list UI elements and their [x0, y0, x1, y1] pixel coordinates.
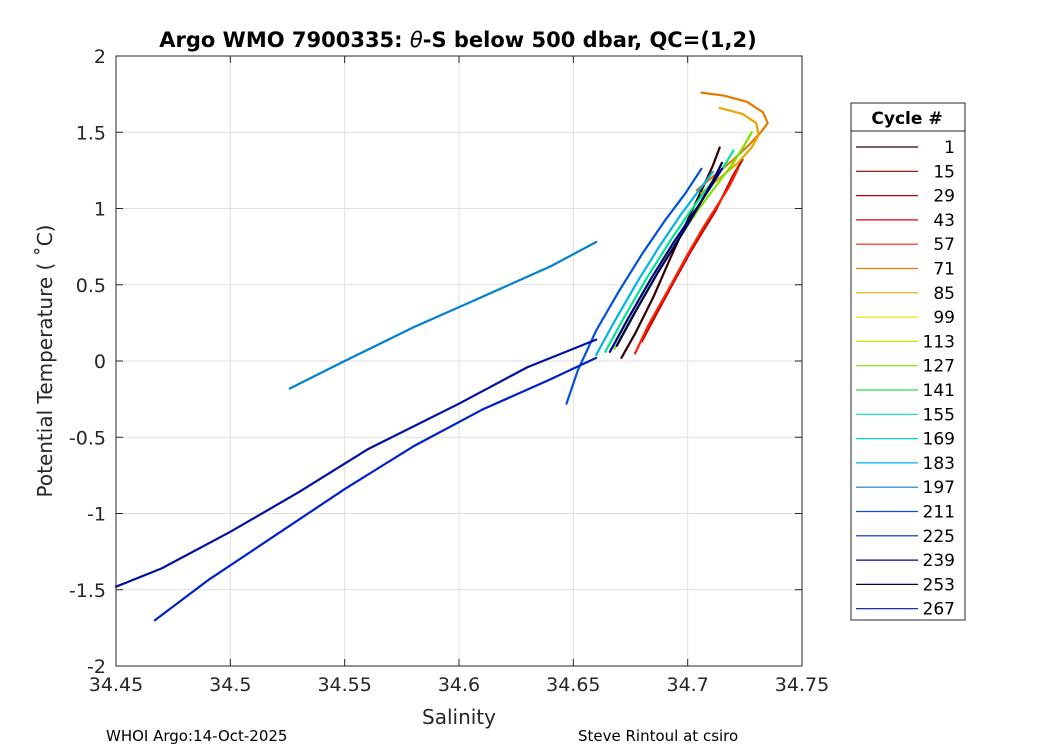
- legend-label: 141: [923, 381, 955, 401]
- series-line-cycle-211: [565, 167, 703, 405]
- chart-title-theta: θ: [410, 28, 423, 52]
- legend: Cycle # 1 15 29 43 57 71 85 99 113 127 141 155 169 18…: [850, 102, 966, 621]
- series-line-cycle-225: [153, 356, 598, 622]
- legend-label: 225: [923, 527, 955, 547]
- y-tick-label: -0.5: [69, 427, 106, 449]
- y-tick-label: -1.5: [69, 580, 106, 602]
- y-tick-label: 0: [94, 351, 106, 373]
- y-axis-label: Potential Temperature ( ˚C): [33, 225, 57, 498]
- y-tick-label: -1: [87, 504, 106, 526]
- legend-box: [850, 102, 966, 621]
- legend-label: 71: [933, 260, 955, 280]
- x-tick-label: 34.65: [546, 674, 600, 696]
- legend-label: 267: [923, 600, 955, 620]
- legend-label: 29: [933, 187, 955, 207]
- legend-title: Cycle #: [871, 109, 942, 129]
- legend-label: 1: [944, 138, 955, 158]
- y-tick-label: 2: [94, 46, 106, 68]
- legend-label: 155: [923, 405, 955, 425]
- series-line-cycle-197: [288, 240, 598, 390]
- series-line-cycle-253: [615, 161, 724, 347]
- legend-label: 85: [933, 284, 955, 304]
- legend-label: 211: [923, 503, 955, 523]
- tick-marks: [115, 55, 803, 667]
- series-line-cycle-57: [633, 167, 740, 355]
- x-tick-label: 34.6: [438, 674, 480, 696]
- legend-label: 15: [933, 162, 955, 182]
- plot-area: [114, 55, 803, 667]
- legend-label: 57: [933, 235, 955, 255]
- series-line-cycle-183: [595, 170, 714, 356]
- legend-label: 253: [923, 575, 955, 595]
- legend-label: 169: [923, 430, 955, 450]
- legend-label: 99: [933, 308, 955, 328]
- x-tick-label: 34.5: [209, 674, 251, 696]
- legend-entries: 1 15 29 43 57 71 85 99 113 127 141 155 169 183 197 211 2…: [856, 138, 955, 620]
- footer-left: WHOI Argo:14-Oct-2025: [106, 727, 287, 745]
- y-tick-label: 0.5: [76, 275, 106, 297]
- footer-right: Steve Rintoul at csiro: [578, 727, 738, 745]
- series-lines: [114, 91, 769, 622]
- legend-label: 127: [923, 357, 955, 377]
- series-line-cycle-267: [114, 338, 598, 588]
- x-tick-label: 34.75: [775, 674, 829, 696]
- chart-title-suffix: -S below 500 dbar, QC=(1,2): [423, 28, 757, 52]
- legend-label: 183: [923, 454, 955, 474]
- y-tick-label: 1: [94, 199, 106, 221]
- chart-title-prefix: Argo WMO 7900335:: [159, 28, 410, 52]
- x-tick-labels: 34.45 34.5 34.55 34.6 34.65 34.7 34.75: [89, 674, 829, 696]
- chart-title: Argo WMO 7900335: θ-S below 500 dbar, QC…: [159, 28, 756, 52]
- legend-label: 197: [923, 478, 955, 498]
- y-tick-label: -2: [87, 656, 106, 678]
- x-axis-label: Salinity: [422, 705, 496, 729]
- x-tick-label: 34.45: [89, 674, 143, 696]
- series-line-cycle-29: [640, 158, 744, 343]
- legend-label: 113: [923, 332, 955, 352]
- y-tick-label: 1.5: [76, 122, 106, 144]
- x-tick-label: 34.7: [667, 674, 709, 696]
- legend-label: 239: [923, 551, 955, 571]
- legend-label: 43: [933, 211, 955, 231]
- x-tick-label: 34.55: [317, 674, 371, 696]
- y-tick-labels: -2 -1.5 -1 -0.5 0 0.5 1 1.5 2: [69, 46, 106, 678]
